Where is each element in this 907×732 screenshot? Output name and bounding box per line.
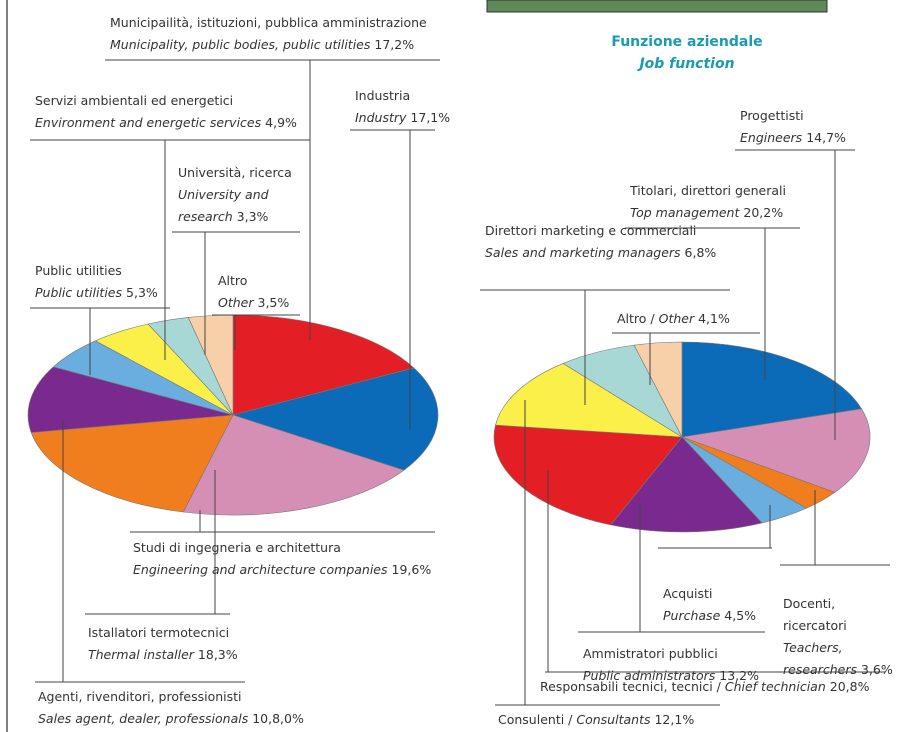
label-it: Studi di ingegneria e architettura (133, 537, 463, 559)
value-label: 6,8% (685, 245, 717, 260)
value-label: 14,7% (806, 130, 846, 145)
label-it: Servizi ambientali ed energetici (35, 90, 335, 112)
label-en: Chief technician (725, 679, 826, 694)
label-en: Sales and marketing managers (485, 245, 681, 260)
slice-label: Public utilities Public utilities 5,3% (35, 260, 205, 304)
value-label: 3,3% (237, 209, 269, 224)
label-it: Consulenti / (498, 712, 572, 727)
slice-label: Direttori marketing e commerciali Sales a… (485, 220, 730, 264)
slice-label: Responsabili tecnici, tecnici / Chief te… (540, 676, 900, 698)
value-label: 20,2% (743, 205, 783, 220)
value-label: 10,8,0% (252, 711, 304, 726)
value-label: 12,1% (654, 712, 694, 727)
label-it: Agenti, rivenditori, professionisti (38, 686, 368, 708)
label-it: Altro / (617, 311, 655, 326)
slice-label: Altro Other 3,5% (218, 270, 308, 314)
label-en: Industry (355, 110, 406, 125)
label-en: Other (659, 311, 695, 326)
label-en: Consultants (576, 712, 650, 727)
slice-label: Servizi ambientali ed energetici Environm… (35, 90, 335, 134)
label-it: Progettisti (740, 105, 870, 127)
value-label: 19,6% (392, 562, 432, 577)
chart-subtitle: Job function (587, 56, 787, 72)
slice-label: Progettisti Engineers 14,7% (740, 105, 870, 149)
label-en: Engineering and architecture companies (133, 562, 388, 577)
label-en: Thermal installer (88, 647, 194, 662)
value-label: 4,1% (698, 311, 730, 326)
label-en: Public utilities (35, 285, 122, 300)
value-label: 17,1% (410, 110, 450, 125)
label-it: Ammistratori pubblici (583, 643, 783, 665)
slice-label: Studi di ingegneria e architettura Engine… (133, 537, 463, 581)
label-it: Titolari, direttori generali (630, 180, 830, 202)
label-en: Municipality, public bodies, public util… (110, 37, 370, 52)
label-it: Public utilities (35, 260, 205, 282)
label-it: Istallatori termotecnici (88, 622, 288, 644)
slice-label: Consulenti / Consultants 12,1% (498, 709, 798, 731)
photo-fragment (487, 0, 827, 12)
label-it: Università, ricerca (178, 162, 298, 184)
label-en: Environment and energetic services (35, 115, 261, 130)
label-en: Teachers, researchers (783, 640, 857, 677)
page: Funzione aziendale Job function Municipa… (0, 0, 907, 732)
slice-label: Industria Industry 17,1% (355, 85, 465, 129)
label-en: Other (218, 295, 254, 310)
value-label: 17,2% (374, 37, 414, 52)
slice-label: Titolari, direttori generali Top manageme… (630, 180, 830, 224)
value-label: 20,8% (830, 679, 870, 694)
value-label: 3,5% (258, 295, 290, 310)
slice-label: Agenti, rivenditori, professionisti Sales… (38, 686, 368, 730)
value-label: 4,9% (265, 115, 297, 130)
label-it: Industria (355, 85, 465, 107)
label-it: Docenti, ricercatori (783, 593, 893, 637)
slice-label: Istallatori termotecnici Thermal installe… (88, 622, 288, 666)
value-label: 18,3% (198, 647, 238, 662)
slice-label: Acquisti Purchase 4,5% (663, 583, 773, 627)
label-it: Municipailità, istituzioni, pubblica amm… (110, 12, 450, 34)
label-it: Responsabili tecnici, tecnici / (540, 679, 721, 694)
value-label: 5,3% (126, 285, 158, 300)
label-it: Altro (218, 270, 308, 292)
value-label: 3,6% (861, 662, 893, 677)
chart-title: Funzione aziendale (587, 34, 787, 50)
label-it: Acquisti (663, 583, 773, 605)
slice-label: Municipailità, istituzioni, pubblica amm… (110, 12, 450, 56)
label-en: Purchase (663, 608, 720, 623)
label-en: Engineers (740, 130, 802, 145)
label-en: Top management (630, 205, 739, 220)
label-en: Sales agent, dealer, professionals (38, 711, 248, 726)
value-label: 4,5% (724, 608, 756, 623)
label-it: Direttori marketing e commerciali (485, 220, 730, 242)
